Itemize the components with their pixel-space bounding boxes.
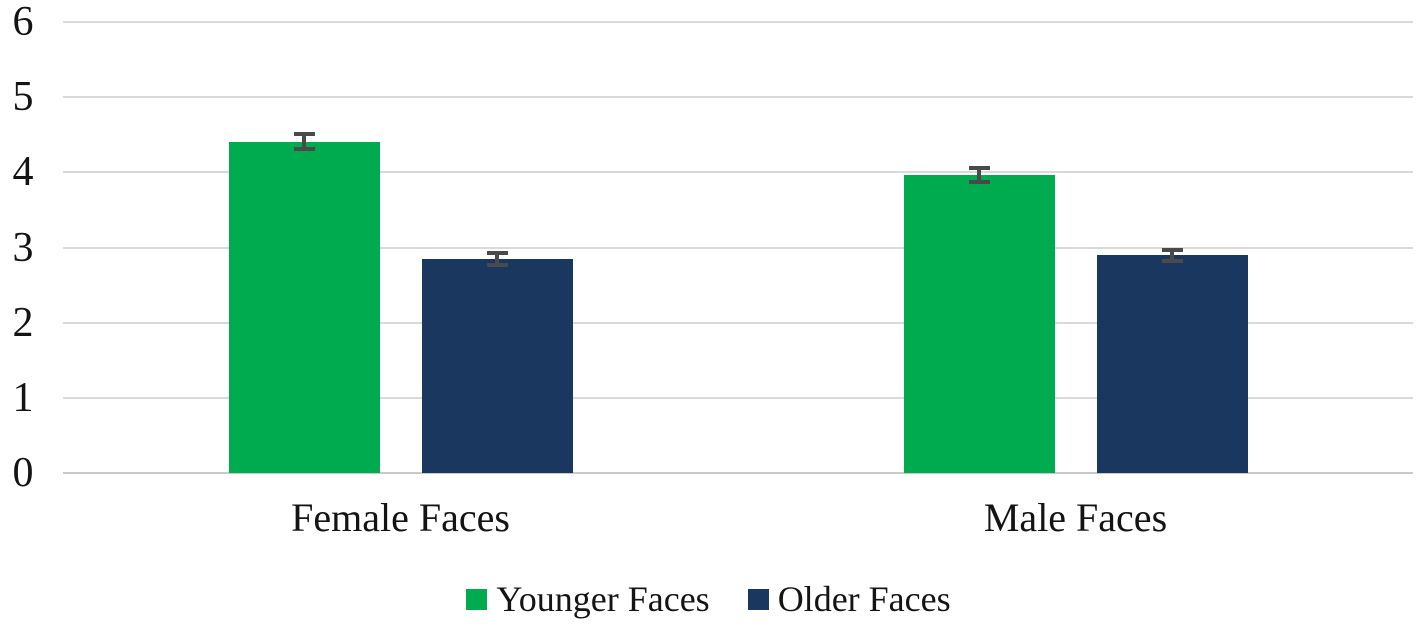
bar-male-faces-older-faces — [1096, 255, 1248, 473]
x-axis-line — [63, 472, 1413, 474]
gridline-y-5 — [63, 96, 1413, 99]
bar-female-faces-younger-faces — [228, 141, 380, 473]
error-bar-stem — [1170, 247, 1174, 263]
error-bar-cap-bottom — [486, 263, 508, 268]
bar-female-faces-older-faces — [421, 258, 573, 473]
error-bar-cap-bottom — [1161, 258, 1183, 263]
error-bar-stem — [302, 131, 306, 152]
legend-item-younger-faces: Younger Faces — [466, 578, 710, 620]
y-tick-label-3: 3 — [12, 224, 34, 271]
error-bar-cap-top — [486, 250, 508, 255]
gridline-y-3 — [63, 246, 1413, 249]
error-bar-female-faces-older-faces — [486, 250, 508, 268]
bar-male-faces-younger-faces — [903, 174, 1055, 473]
y-tick-label-6: 6 — [12, 0, 34, 45]
y-tick-label-1: 1 — [12, 374, 34, 421]
error-bar-male-faces-older-faces — [1161, 247, 1183, 263]
y-tick-label-5: 5 — [12, 74, 34, 121]
x-category-label-female-faces: Female Faces — [291, 495, 510, 540]
gridline-y-1 — [63, 396, 1413, 399]
legend-swatch-younger-faces-icon — [466, 588, 488, 610]
error-bar-cap-top — [968, 165, 990, 170]
legend-item-older-faces: Older Faces — [747, 578, 951, 620]
error-bar-male-faces-younger-faces — [968, 165, 990, 184]
legend-label-older-faces: Older Faces — [777, 579, 951, 619]
error-bar-cap-bottom — [293, 147, 315, 152]
y-tick-label-0: 0 — [12, 450, 34, 496]
gridline-y-4 — [63, 171, 1413, 174]
error-bar-female-faces-younger-faces — [293, 131, 315, 152]
y-tick-label-4: 4 — [12, 149, 34, 196]
error-bar-stem — [495, 250, 499, 268]
error-bar-cap-bottom — [968, 179, 990, 184]
legend-swatch-older-faces-icon — [747, 588, 769, 610]
y-tick-label-2: 2 — [12, 299, 34, 346]
legend: Younger Faces Older Faces — [0, 577, 1417, 621]
legend-label-younger-faces: Younger Faces — [496, 579, 710, 619]
error-bar-cap-top — [293, 131, 315, 136]
error-bar-cap-top — [1161, 247, 1183, 252]
gridline-y-2 — [63, 321, 1413, 324]
x-category-label-male-faces: Male Faces — [983, 495, 1168, 540]
error-bar-stem — [977, 165, 981, 184]
gridline-y-6 — [63, 21, 1413, 23]
